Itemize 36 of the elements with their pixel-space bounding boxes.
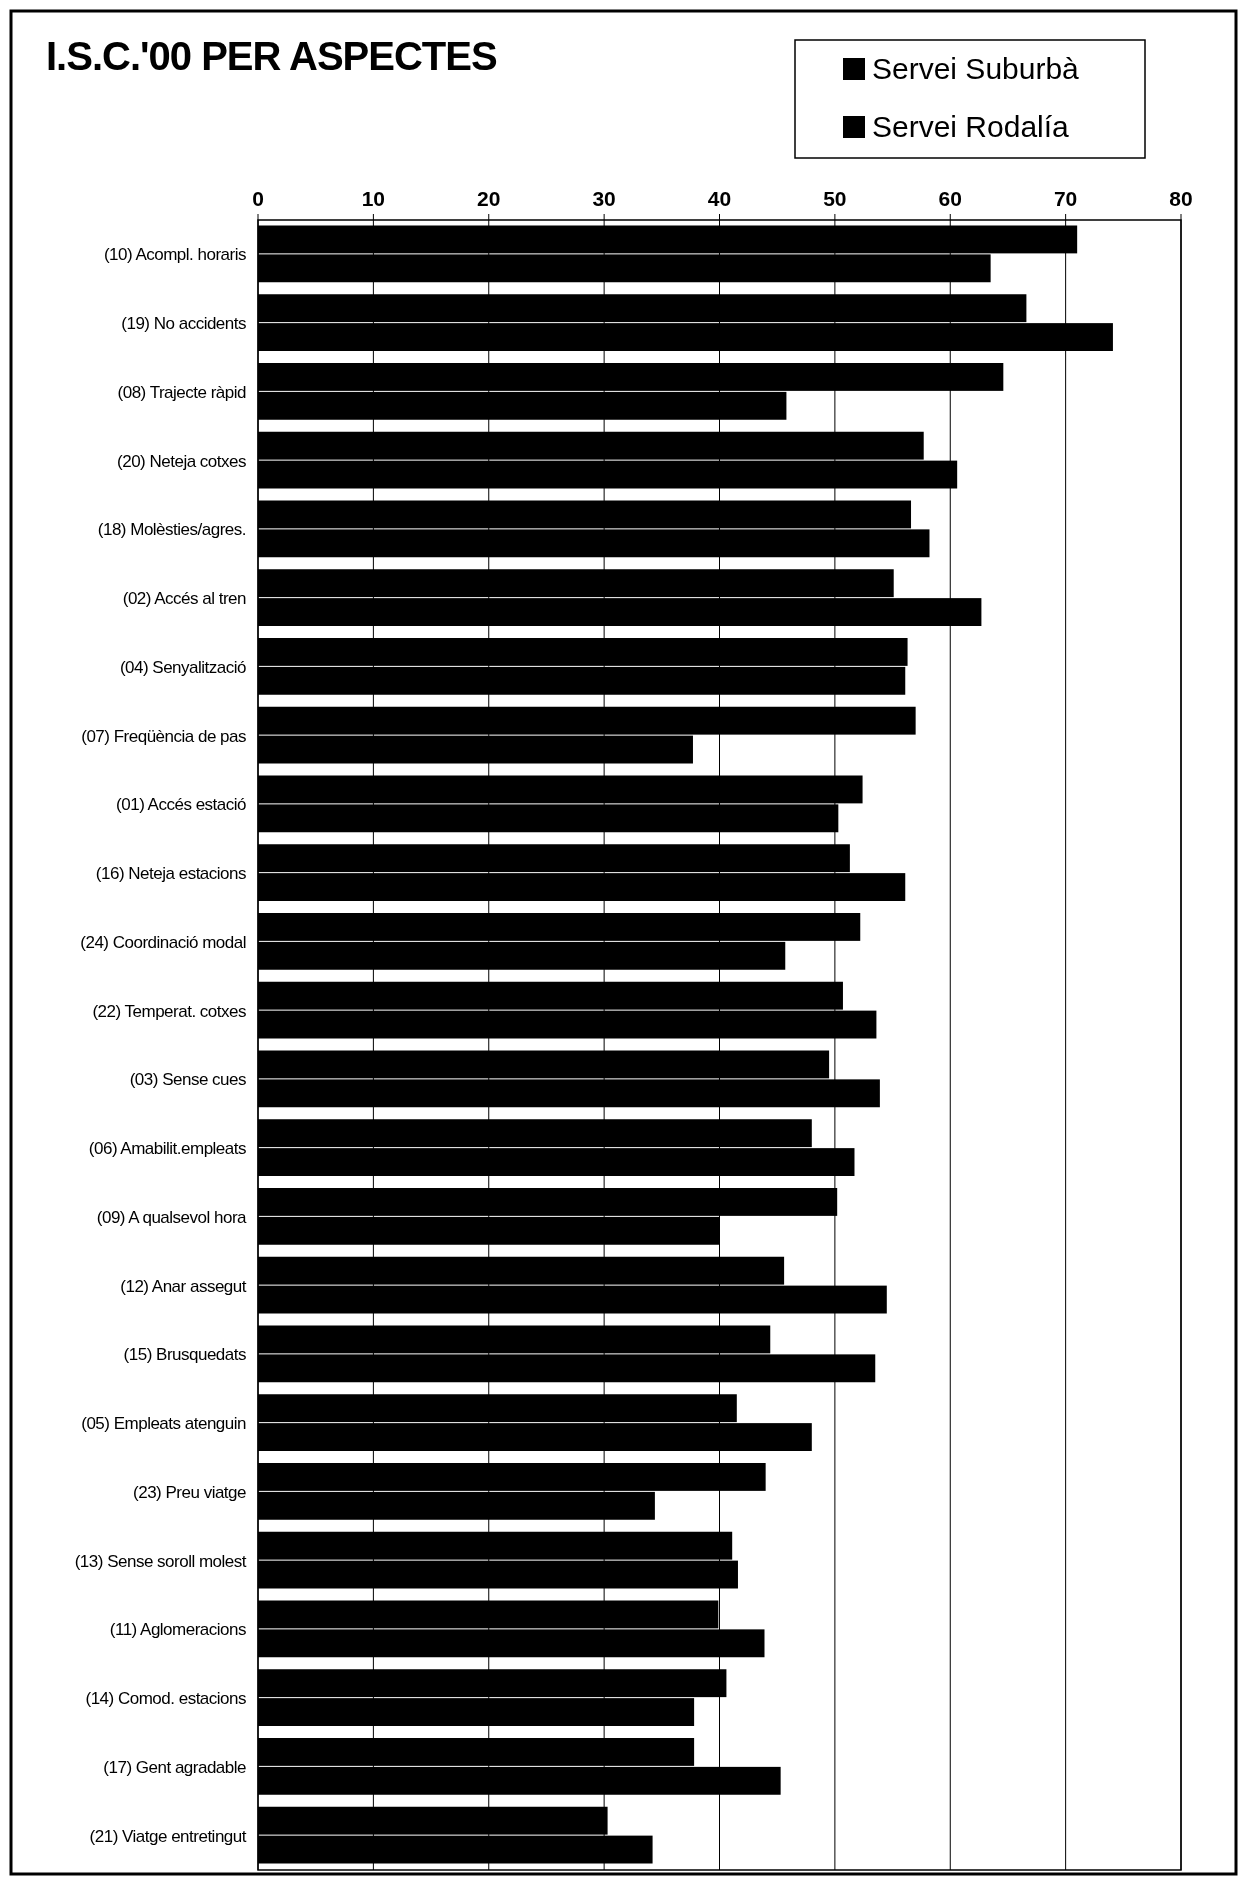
x-tick-label: 80: [1169, 187, 1193, 210]
y-tick-label: (20) Neteja cotxes: [117, 451, 246, 471]
legend-label: Servei Suburbà: [872, 52, 1080, 85]
x-tick-label: 10: [361, 187, 386, 210]
y-tick-label: (19) No accidents: [121, 314, 246, 334]
y-tick-label: (15) Brusquedats: [123, 1345, 246, 1365]
y-tick-label: (11) Aglomeracions: [109, 1620, 246, 1640]
y-tick-label: (17) Gent agradable: [103, 1757, 247, 1777]
x-tick-label: 0: [252, 187, 264, 210]
y-tick-label: (13) Sense soroll molest: [74, 1551, 247, 1571]
y-tick-label: (01) Accés estació: [116, 795, 247, 815]
legend-label: Servei Rodalía: [872, 110, 1070, 143]
y-tick-label: (10) Acompl. horaris: [103, 245, 246, 265]
y-tick-label: (03) Sense cues: [129, 1070, 246, 1090]
y-tick-label: (06) Amabilit.empleats: [88, 1139, 246, 1159]
y-tick-label: (23) Preu viatge: [133, 1482, 247, 1502]
y-tick-label: (21) Viatge entretingut: [89, 1826, 247, 1846]
y-tick-label: (04) Senyalització: [119, 657, 247, 677]
y-tick-label: (07) Freqüència de pas: [81, 726, 246, 746]
y-tick-label: (08) Trajecte ràpid: [117, 382, 247, 402]
x-tick-label: 70: [1053, 187, 1078, 210]
x-tick-label: 40: [707, 187, 732, 210]
y-tick-label: (22) Temperat. cotxes: [92, 1001, 246, 1021]
x-tick-label: 50: [823, 187, 847, 210]
x-tick-label: 20: [477, 187, 501, 210]
x-tick-label: 30: [592, 187, 616, 210]
y-tick-label: (24) Coordinació modal: [80, 932, 246, 952]
y-tick-label: (12) Anar assegut: [120, 1276, 247, 1296]
y-tick-label: (16) Neteja estacions: [95, 864, 246, 884]
y-tick-label: (05) Empleats atenguin: [81, 1414, 247, 1434]
y-tick-label: (09) A qualsevol hora: [96, 1207, 248, 1227]
y-tick-label: (18) Molèsties/agres.: [97, 520, 246, 540]
y-tick-label: (02) Accés al tren: [122, 589, 247, 609]
chart-title: I.S.C.'00 PER ASPECTES: [46, 34, 497, 78]
y-tick-label: (14) Comod. estacions: [85, 1689, 246, 1709]
x-tick-label: 60: [938, 187, 962, 210]
